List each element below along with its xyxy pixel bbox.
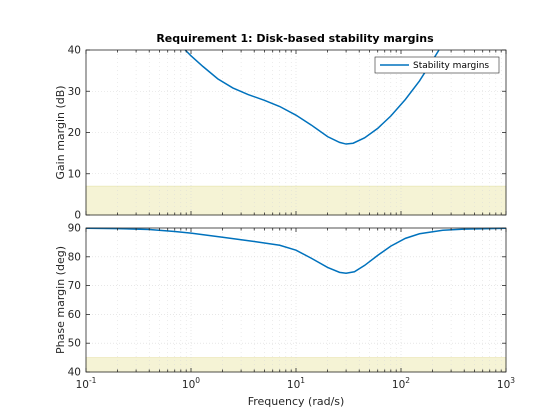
gain-grid [86, 50, 506, 215]
x-tick-label: 103 [497, 376, 515, 391]
x-tick-labels: 10-1 100 101 102 103 [76, 376, 516, 391]
phase-y-axis-label: Phase margin (deg) [54, 246, 67, 354]
chart-title: Requirement 1: Disk-based stability marg… [156, 32, 434, 45]
phase-margin-line [85, 227, 507, 274]
y-tick-label: 40 [68, 45, 81, 57]
gain-margin-panel: 0 10 20 30 40 Gain margin (dB) Stability mar… [54, 45, 507, 222]
phase-grid [86, 228, 506, 372]
x-tick-label: 102 [392, 376, 410, 391]
legend-label: Stability margins [413, 61, 489, 71]
y-tick-label: 70 [68, 280, 81, 292]
y-tick-label: 10 [68, 168, 81, 180]
phase-x-ticks [85, 228, 507, 372]
phase-margin-panel: 40 50 60 70 80 90 Phase margin (deg) [54, 223, 507, 379]
y-tick-label: 0 [74, 210, 81, 222]
y-tick-label: 60 [68, 309, 81, 321]
y-tick-label: 40 [68, 367, 81, 379]
gain-y-axis-label: Gain margin (dB) [54, 85, 67, 179]
x-axis-label: Frequency (rad/s) [248, 395, 345, 408]
gain-margin-line [184, 49, 440, 145]
x-tick-label: 101 [287, 376, 305, 391]
y-tick-label: 90 [68, 223, 81, 235]
legend-box [374, 56, 500, 74]
gain-x-ticks [85, 50, 507, 215]
y-tick-label: 20 [68, 127, 81, 139]
gain-y-ticks: 0 10 20 30 40 [68, 45, 506, 222]
x-tick-label: 10-1 [76, 376, 97, 391]
x-tick-label: 100 [182, 376, 200, 391]
y-tick-label: 30 [68, 86, 81, 98]
y-tick-label: 80 [68, 251, 81, 263]
legend: Stability margins [374, 56, 500, 74]
y-tick-label: 50 [68, 338, 81, 350]
phase-y-ticks: 40 50 60 70 80 90 [68, 223, 506, 379]
